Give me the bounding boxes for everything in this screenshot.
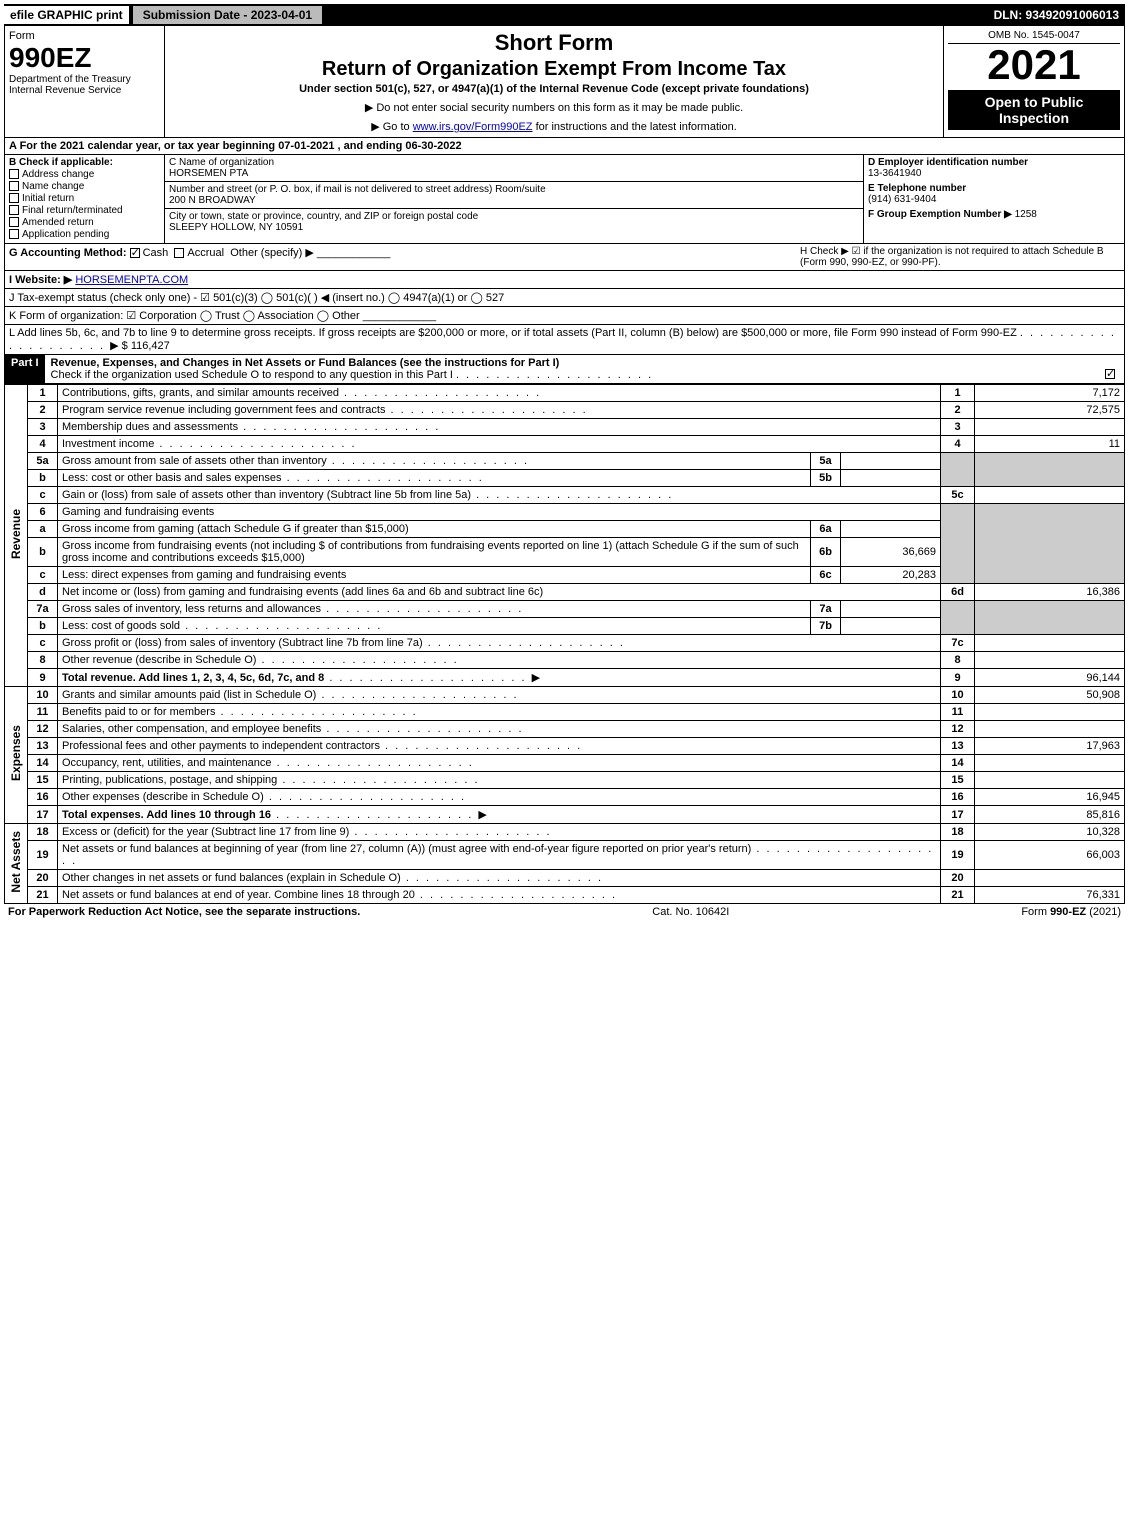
i-row: I Website: ▶ HORSEMENPTA.COM [4,271,1125,289]
header-center: Short Form Return of Organization Exempt… [165,26,944,137]
grp-value: 1258 [1015,209,1037,220]
instr2-pre: ▶ Go to [371,121,412,133]
tel-value: (914) 631-9404 [868,194,936,205]
g-label: G Accounting Method: [9,247,127,259]
k-text: K Form of organization: ☑ Corporation ◯ … [9,310,360,322]
subtitle: Under section 501(c), 527, or 4947(a)(1)… [173,83,935,95]
l-row: L Add lines 5b, 6c, and 7b to line 9 to … [4,325,1125,355]
gh-row: G Accounting Method: Cash Accrual Other … [4,244,1125,271]
j-row: J Tax-exempt status (check only one) - ☑… [4,289,1125,307]
part1-header-row: Part I Revenue, Expenses, and Changes in… [4,355,1125,384]
chk-initial-return[interactable] [9,193,19,203]
part1-check-note: Check if the organization used Schedule … [51,369,453,381]
c-addr-label: Number and street (or P. O. box, if mail… [169,184,859,195]
short-form-title: Short Form [173,30,935,56]
efile-label: efile GRAPHIC print [4,6,129,24]
org-address: 200 N BROADWAY [169,195,859,206]
open-public: Open to Public Inspection [948,90,1120,130]
page-footer: For Paperwork Reduction Act Notice, see … [4,904,1125,920]
c-city-label: City or town, state or province, country… [169,211,859,222]
part1-table: Revenue 1 Contributions, gifts, grants, … [4,384,1125,904]
b-label: B Check if applicable: [9,157,113,168]
chk-name-change[interactable] [9,181,19,191]
ein-value: 13-3641940 [868,168,921,179]
dept-label: Department of the Treasury [9,74,160,85]
d-ein-label: D Employer identification number [868,157,1028,168]
instr-no-ssn: ▶ Do not enter social security numbers o… [173,101,935,114]
org-city: SLEEPY HOLLOW, NY 10591 [169,222,859,233]
header-right: OMB No. 1545-0047 2021 Open to Public In… [944,26,1124,137]
header-left: Form 990EZ Department of the Treasury In… [5,26,165,137]
chk-address-change[interactable] [9,169,19,179]
section-a: A For the 2021 calendar year, or tax yea… [4,138,1125,155]
instr2-post: for instructions and the latest informat… [536,121,737,133]
rot-expenses: Expenses [9,725,23,781]
j-text: J Tax-exempt status (check only one) - ☑… [9,292,504,304]
org-name: HORSEMEN PTA [169,168,859,179]
chk-accrual[interactable] [174,248,184,258]
c-name-label: C Name of organization [169,157,859,168]
form-header: Form 990EZ Department of the Treasury In… [4,26,1125,138]
chk-application-pending[interactable] [9,229,19,239]
k-row: K Form of organization: ☑ Corporation ◯ … [4,307,1125,325]
footer-left: For Paperwork Reduction Act Notice, see … [8,906,360,918]
tax-year: 2021 [948,44,1120,86]
rot-revenue: Revenue [9,509,23,559]
part1-label: Part I [5,355,45,383]
rot-netassets: Net Assets [9,831,23,893]
footer-center: Cat. No. 10642I [652,906,729,918]
chk-schedule-o[interactable] [1105,369,1115,379]
h-text: H Check ▶ ☑ if the organization is not r… [800,246,1120,268]
bcd-row: B Check if applicable: Address change Na… [4,155,1125,244]
l-amount: ▶ $ 116,427 [110,340,170,352]
section-c: C Name of organization HORSEMEN PTA Numb… [165,155,864,243]
e-tel-label: E Telephone number [868,183,966,194]
section-def: D Employer identification number 13-3641… [864,155,1124,243]
form-number: 990EZ [9,42,160,74]
irs-link[interactable]: www.irs.gov/Form990EZ [413,121,533,133]
chk-cash[interactable] [130,248,140,258]
chk-final-return[interactable] [9,205,19,215]
submission-date: Submission Date - 2023-04-01 [133,6,322,24]
part1-title: Revenue, Expenses, and Changes in Net As… [51,357,560,369]
irs-label: Internal Revenue Service [9,85,160,96]
l-text: L Add lines 5b, 6c, and 7b to line 9 to … [9,327,1017,339]
i-label: I Website: ▶ [9,274,72,286]
chk-amended-return[interactable] [9,217,19,227]
website-link[interactable]: HORSEMENPTA.COM [75,274,188,286]
top-bar: efile GRAPHIC print Submission Date - 20… [4,4,1125,26]
footer-right: Form 990-EZ (2021) [1021,906,1121,918]
f-grp-label: F Group Exemption Number ▶ [868,209,1012,220]
instr-goto: ▶ Go to www.irs.gov/Form990EZ for instru… [173,120,935,133]
form-label: Form [9,30,160,42]
section-b: B Check if applicable: Address change Na… [5,155,165,243]
return-title: Return of Organization Exempt From Incom… [173,58,935,81]
dln-label: DLN: 93492091006013 [994,8,1125,22]
section-a-text: A For the 2021 calendar year, or tax yea… [9,140,462,152]
